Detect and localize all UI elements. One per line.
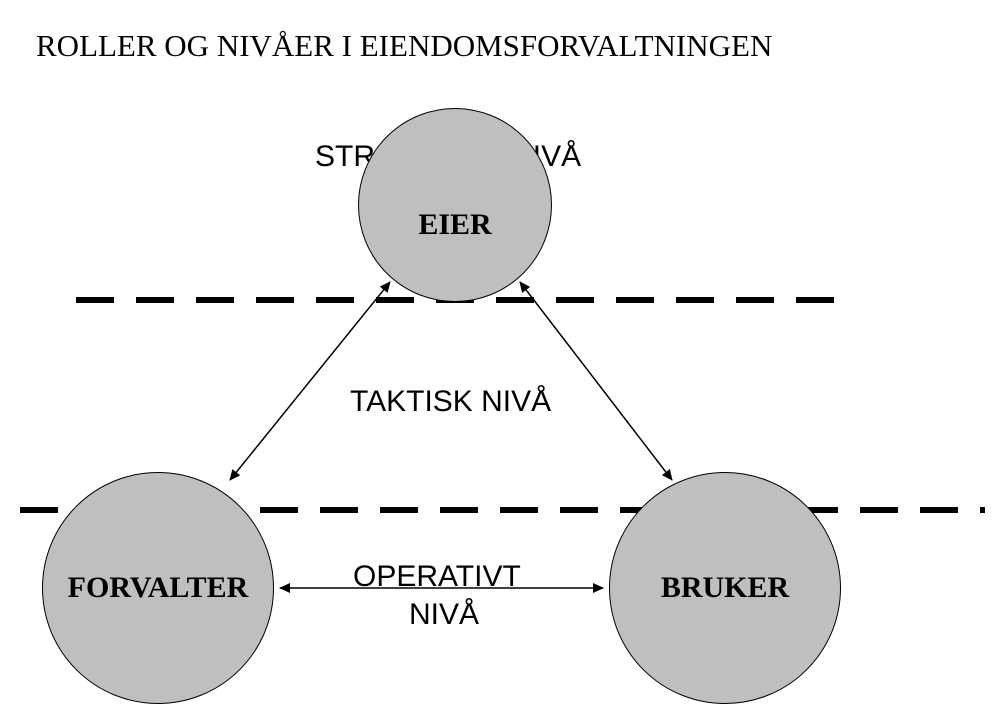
edge-eier-forvalter: [230, 282, 390, 480]
edge-eier-bruker: [520, 282, 672, 480]
node-bruker: BRUKER: [609, 472, 841, 704]
node-forvalter-label: FORVALTER: [68, 571, 249, 605]
level-label-operative-line2: NIVÅ: [409, 598, 479, 632]
node-eier-label: EIER: [418, 208, 491, 242]
node-bruker-label: BRUKER: [661, 571, 789, 605]
node-forvalter: FORVALTER: [42, 472, 274, 704]
diagram-title: ROLLER OG NIVÅER I EIENDOMSFORVALTNINGEN: [36, 28, 772, 64]
level-label-operative-line1: OPERATIVT: [353, 560, 521, 594]
node-eier: EIER: [358, 108, 552, 302]
level-label-tactical: TAKTISK NIVÅ: [350, 385, 551, 419]
